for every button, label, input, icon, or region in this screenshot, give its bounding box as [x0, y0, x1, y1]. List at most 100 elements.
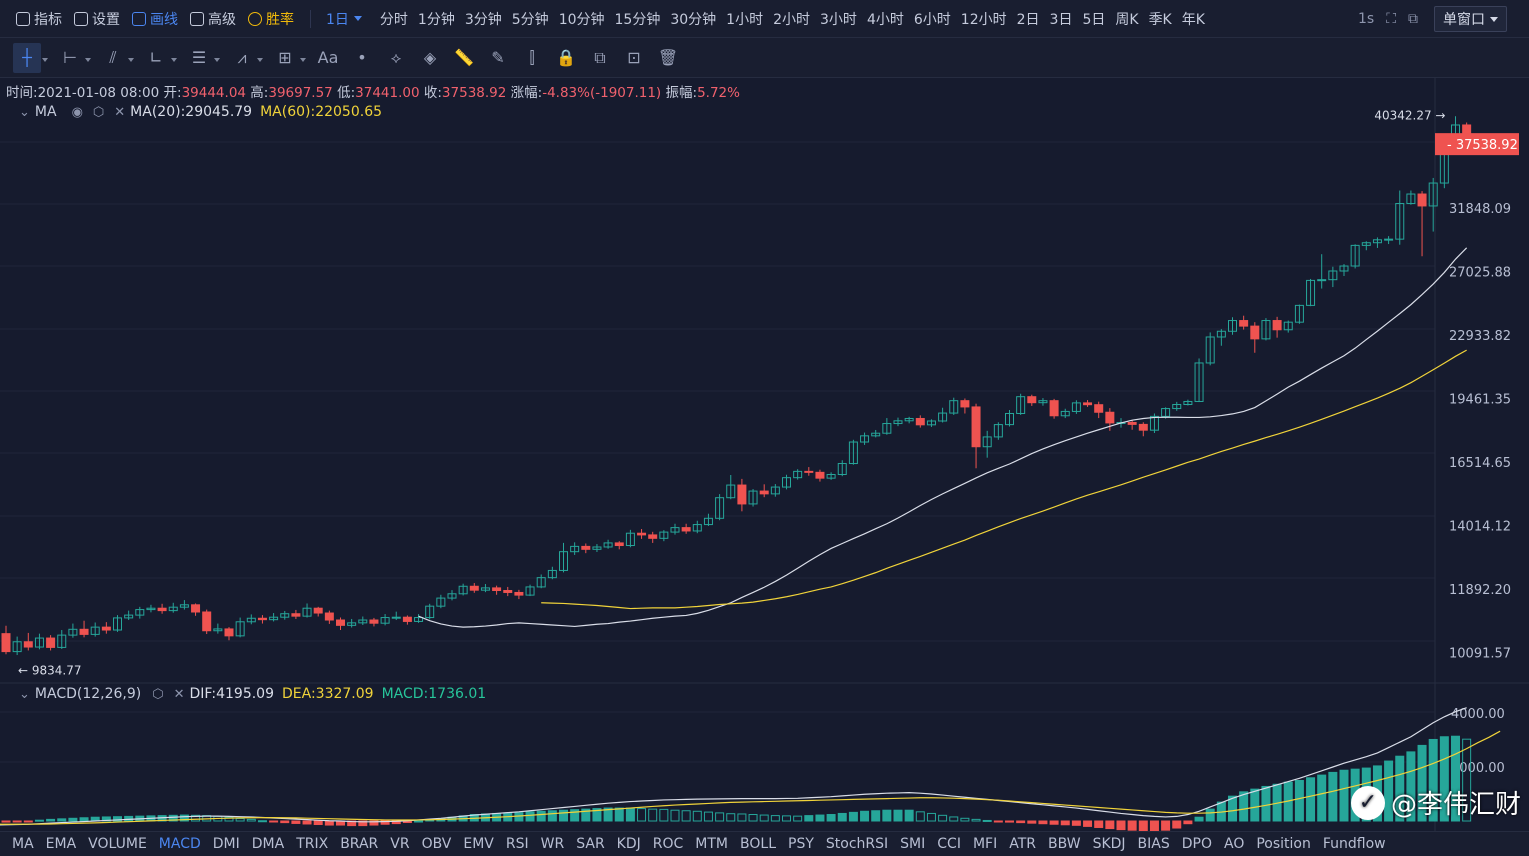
period-option[interactable]: 10分钟 — [554, 0, 610, 38]
copy-icon[interactable]: ⧉ — [594, 47, 606, 67]
wave-icon[interactable]: ⩘ — [228, 43, 263, 73]
indicator-tab[interactable]: TRIX — [296, 836, 329, 852]
indicator-tab[interactable]: BRAR — [340, 836, 379, 852]
text-icon[interactable]: • — [357, 48, 367, 67]
visibility-icon[interactable]: ⊡ — [627, 48, 641, 67]
indicator-tab[interactable]: SMI — [900, 836, 926, 852]
brush-icon[interactable]: ✎ — [491, 48, 505, 67]
fullscreen-icon[interactable]: ⛶ — [1386, 11, 1396, 27]
menu-item[interactable]: 设置 — [68, 0, 126, 38]
indicator-tab[interactable]: SAR — [576, 836, 605, 852]
price-chart[interactable]: 31848.09 27025.88 22933.82 19461.35 16514.65… — [0, 78, 1529, 831]
macd-histogram-bar — [1317, 774, 1327, 822]
screenshot-icon[interactable]: ⧉ — [1408, 11, 1418, 27]
macd-histogram-bar — [737, 813, 747, 822]
measure-icon[interactable]: ◈ — [423, 48, 437, 67]
indicator-tab[interactable]: DPO — [1181, 836, 1212, 852]
period-option[interactable]: 2小时 — [768, 0, 815, 38]
indicator-tab[interactable]: MA — [12, 836, 34, 852]
close-icon[interactable]: ✕ — [173, 686, 185, 702]
period-option[interactable]: 5日 — [1077, 0, 1110, 38]
settings-hex-icon[interactable]: ⬡ — [92, 104, 105, 120]
indicator-tab[interactable]: MFI — [972, 836, 998, 852]
grid-icon[interactable]: ⊞ — [271, 43, 306, 73]
candle-body — [559, 551, 568, 571]
period-option[interactable]: 1小时 — [721, 0, 768, 38]
period-option[interactable]: 5分钟 — [507, 0, 554, 38]
period-option[interactable]: 1日 — [321, 0, 367, 38]
indicator-tab[interactable]: AO — [1224, 836, 1245, 852]
trash-icon[interactable]: 🗑 — [657, 48, 679, 67]
period-option[interactable]: 周K — [1110, 0, 1143, 38]
indicator-tab[interactable]: BIAS — [1137, 836, 1170, 852]
pattern-icon[interactable]: ⟡ — [390, 47, 402, 67]
crosshair-icon[interactable]: ┼ — [13, 42, 48, 73]
menu-item[interactable]: 画线 — [126, 0, 184, 38]
indicator-tab[interactable]: StochRSI — [825, 836, 889, 852]
candle-body — [168, 606, 178, 612]
collapse-chevron-icon[interactable]: ⌄ — [19, 686, 30, 702]
indicator-tab[interactable]: EMA — [45, 836, 77, 852]
indicator-tab[interactable]: ROC — [652, 836, 684, 852]
macd-histogram-bar — [280, 820, 290, 824]
ruler-icon[interactable]: 📏 — [454, 48, 474, 67]
indicator-tab[interactable]: CCI — [937, 836, 961, 852]
indicator-tab[interactable]: BOLL — [740, 836, 776, 852]
collapse-chevron-icon[interactable]: ⌄ — [19, 104, 30, 120]
period-option[interactable]: 年K — [1177, 0, 1210, 38]
indicator-tab[interactable]: OBV — [421, 836, 452, 852]
indicator-tab[interactable]: VOLUME — [88, 836, 147, 852]
period-option[interactable]: 3分钟 — [460, 0, 507, 38]
macd-histogram-bar — [302, 820, 312, 825]
period-option[interactable]: 4小时 — [862, 0, 909, 38]
close-icon[interactable]: ✕ — [114, 104, 126, 120]
horizontal-segment-icon[interactable]: ⊢ — [56, 43, 91, 73]
candle-body — [1428, 182, 1438, 207]
menu-item[interactable]: 高级 — [184, 0, 242, 38]
indicator-tab[interactable]: VR — [390, 836, 410, 852]
lock-icon[interactable]: 🔒 — [556, 48, 576, 67]
candles-tool-icon[interactable]: ⫿ — [529, 47, 535, 67]
period-option[interactable]: 1分钟 — [413, 0, 460, 38]
indicator-tab[interactable]: PSY — [788, 836, 814, 852]
text-tool[interactable]: Aa — [317, 48, 339, 67]
period-option[interactable]: 15分钟 — [610, 0, 666, 38]
indicator-tab[interactable]: Fundflow — [1322, 836, 1386, 852]
period-label: 2小时 — [773, 11, 811, 28]
indicator-tab[interactable]: EMV — [463, 836, 494, 852]
macd-histogram-bar — [770, 815, 780, 822]
indicator-tab[interactable]: RSI — [505, 836, 529, 852]
candle-body — [949, 400, 959, 414]
period-option[interactable]: 12小时 — [956, 0, 1012, 38]
period-option[interactable]: 季K — [1144, 0, 1177, 38]
indicator-tab[interactable]: DMA — [251, 836, 285, 852]
period-option[interactable]: 3小时 — [815, 0, 862, 38]
period-option[interactable]: 分时 — [375, 0, 413, 38]
eye-icon[interactable]: ◉ — [71, 104, 83, 120]
macd-histogram-bar — [826, 814, 836, 822]
settings-hex-icon[interactable]: ⬡ — [152, 686, 164, 702]
indicator-tab[interactable]: MTM — [695, 836, 729, 852]
parallel-lines-icon[interactable]: ☰ — [185, 43, 220, 73]
period-option[interactable]: 2日 — [1012, 0, 1045, 38]
menu-item[interactable]: 胜率 — [242, 0, 300, 38]
indicator-tab[interactable]: WR — [540, 836, 565, 852]
period-option[interactable]: 30分钟 — [665, 0, 721, 38]
refresh-interval[interactable]: 1s — [1357, 11, 1375, 27]
indicator-tab[interactable]: Position — [1256, 836, 1311, 852]
indicator-tab[interactable]: ATR — [1009, 836, 1036, 852]
window-mode-select[interactable]: 单窗口 — [1434, 6, 1507, 32]
indicator-tab[interactable]: BBW — [1048, 836, 1081, 852]
macd-histogram-bar — [179, 814, 189, 822]
trend-lines-icon[interactable]: ⫽ — [99, 43, 134, 73]
menu-item[interactable]: 指标 — [10, 0, 68, 38]
period-option[interactable]: 6小时 — [909, 0, 956, 38]
indicator-tab[interactable]: DMI — [212, 836, 240, 852]
period-option[interactable]: 3日 — [1045, 0, 1078, 38]
indicator-tab[interactable]: SKDJ — [1092, 836, 1126, 852]
angle-icon[interactable]: ∟ — [142, 43, 177, 73]
indicator-tab[interactable]: KDJ — [616, 836, 641, 852]
indicator-tab[interactable]: MACD — [158, 836, 201, 852]
candle-body — [1049, 400, 1059, 417]
candle-body — [993, 424, 1003, 438]
